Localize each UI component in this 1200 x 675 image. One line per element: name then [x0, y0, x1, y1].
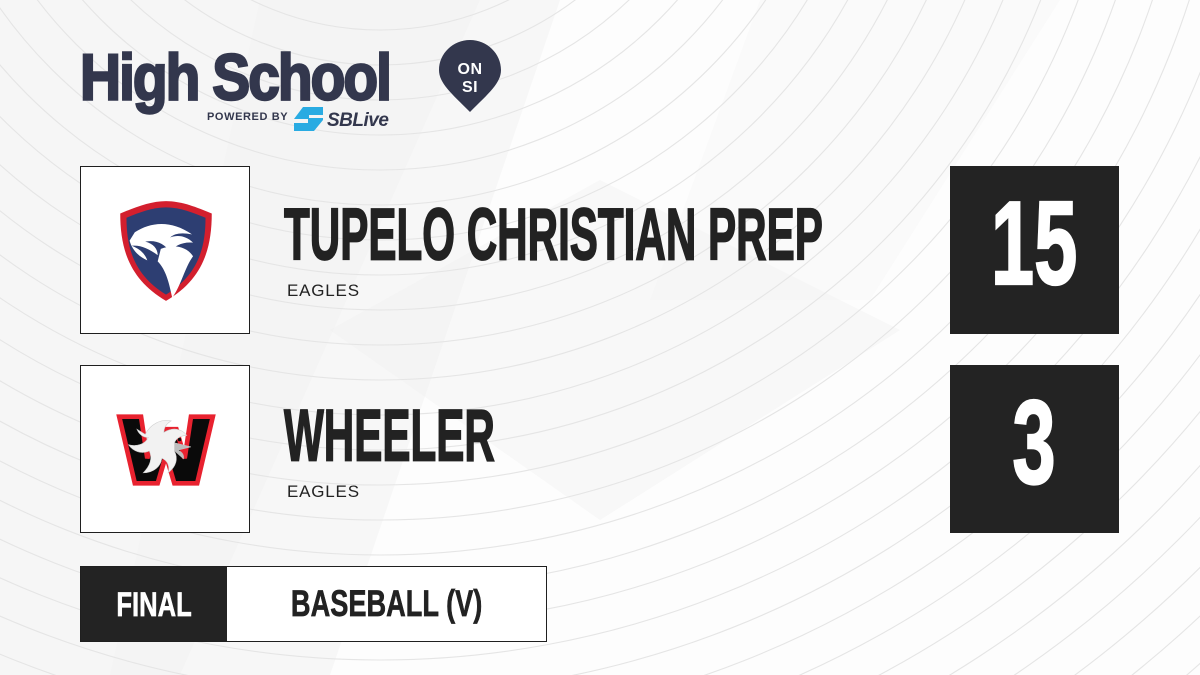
svg-text:SBLive: SBLive — [327, 110, 389, 131]
svg-text:SI: SI — [462, 79, 478, 96]
svg-text:ON: ON — [458, 61, 483, 78]
